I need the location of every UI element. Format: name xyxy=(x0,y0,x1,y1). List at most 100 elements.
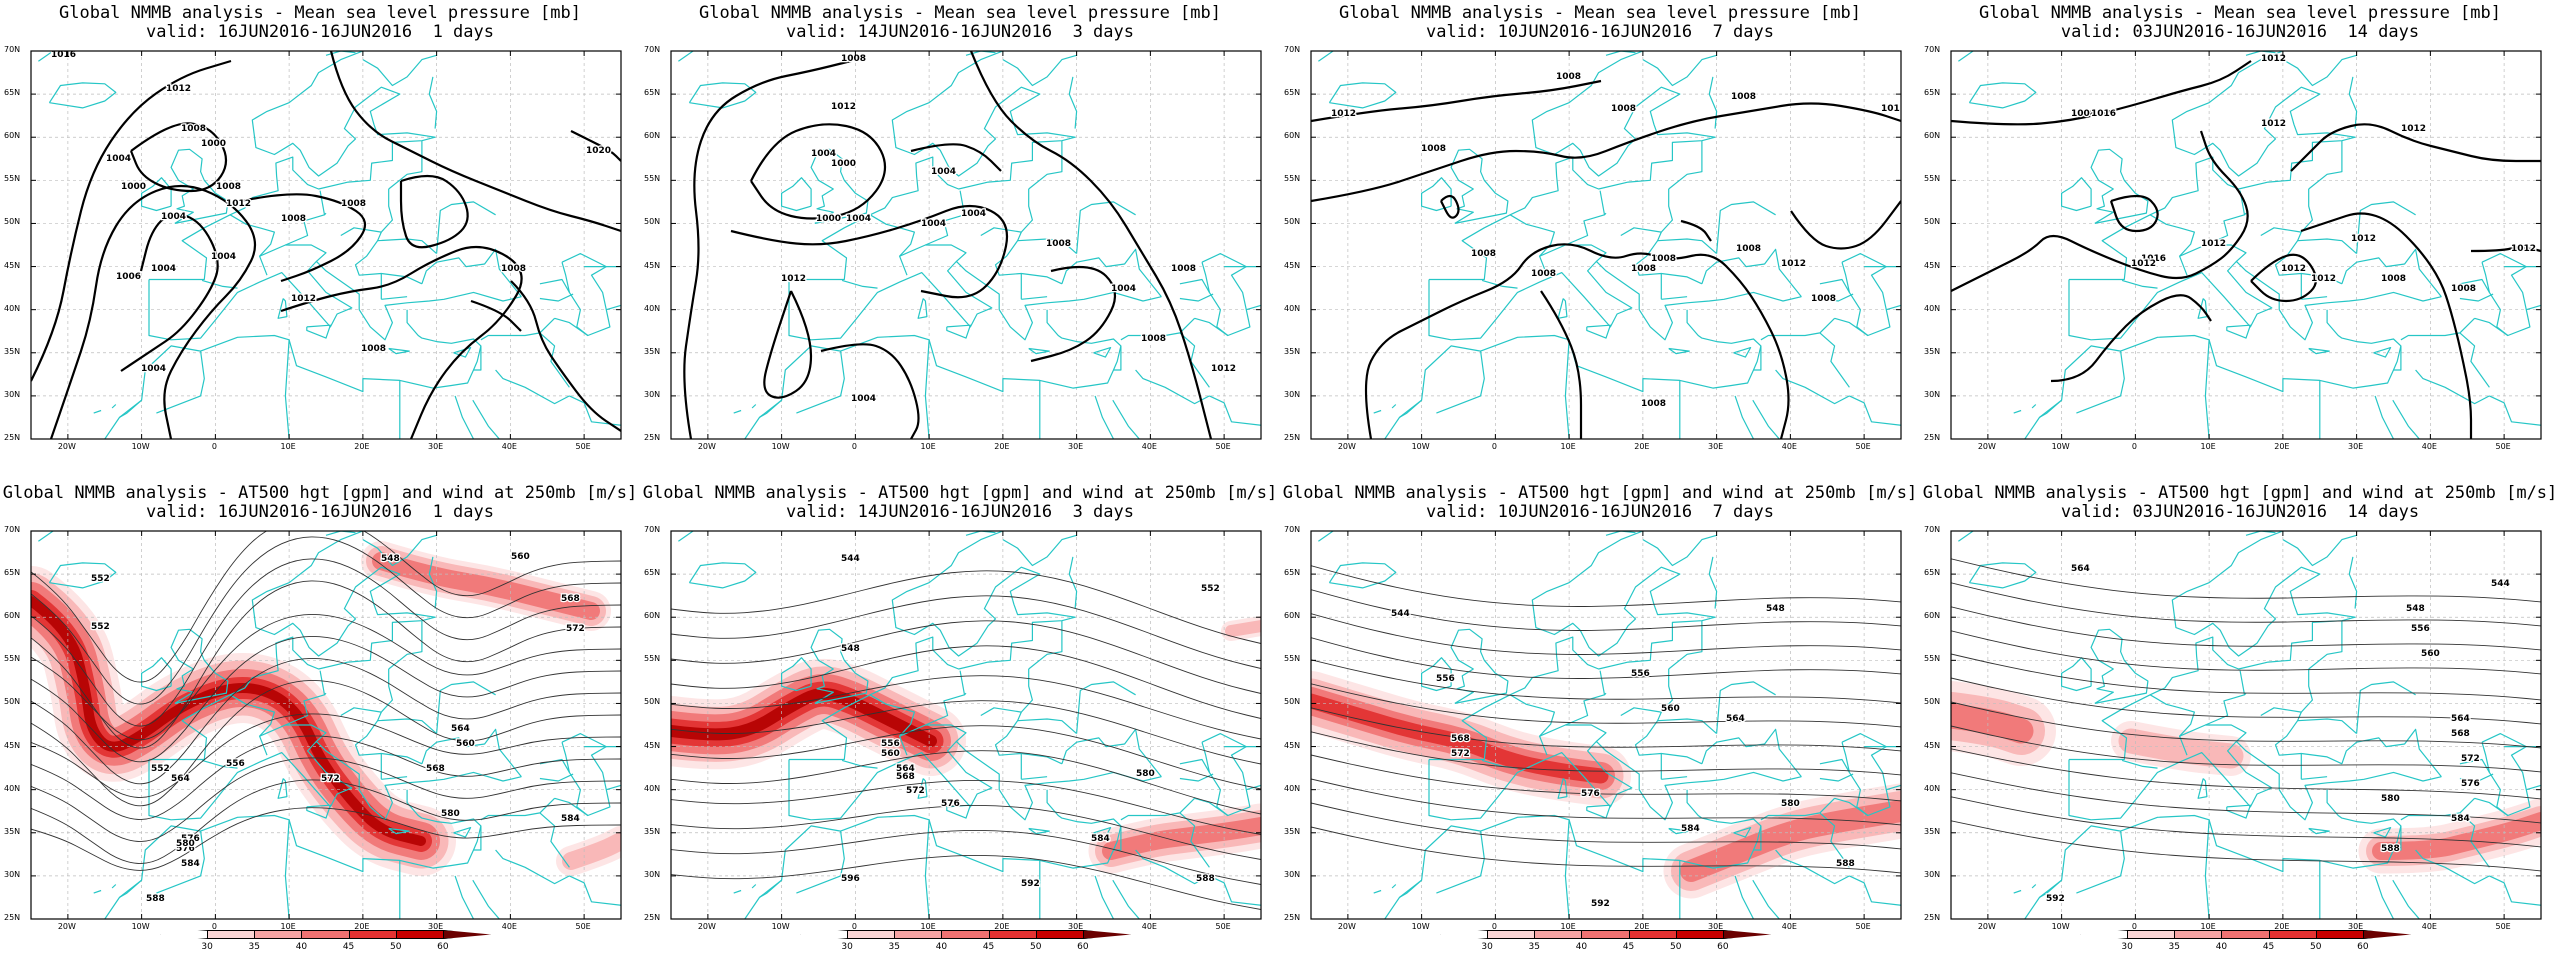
lon-tick-label: 10E xyxy=(280,442,296,451)
colorbar-swatch xyxy=(207,930,256,939)
contour-label: 568 xyxy=(561,594,580,604)
contour-label: 544 xyxy=(1391,609,1410,619)
colorbar-label: 40 xyxy=(1575,942,1588,952)
lon-tick-label: 50E xyxy=(2495,442,2511,451)
lon-tick-label: 50E xyxy=(575,922,591,931)
colorbar-swatch xyxy=(1722,930,1771,939)
lat-tick-label: 25N xyxy=(644,913,661,922)
contour-label: 1008 xyxy=(2071,109,2096,119)
lat-tick-label: 40N xyxy=(644,783,661,793)
lon-tick-label: 10E xyxy=(1560,442,1576,451)
wind-speed-colorbar: 30 35 40 45 50 60 xyxy=(1440,930,1771,954)
contour-label: 584 xyxy=(1681,824,1700,834)
contour-label: 568 xyxy=(2451,729,2470,739)
colorbar-swatch xyxy=(2268,930,2317,939)
lat-tick-label: 40N xyxy=(1924,783,1941,793)
contour-label: 548 xyxy=(2406,604,2425,614)
contour-label: 1004 xyxy=(1111,284,1136,294)
contour-label: 580 xyxy=(176,839,195,849)
lon-tick-label: 40E xyxy=(1781,442,1797,451)
coastlines xyxy=(38,51,621,439)
wind-speed-colorbar: 30 35 40 45 50 60 xyxy=(160,930,491,954)
graticule xyxy=(31,51,621,439)
lat-tick-label: 35N xyxy=(644,346,661,356)
jet-speed-band xyxy=(2118,728,2244,769)
colorbar-label: 60 xyxy=(1077,942,1089,952)
lon-tick-label: 10E xyxy=(2200,442,2216,451)
contour-label: 552 xyxy=(151,764,170,774)
panel-title: Global NMMB analysis - AT500 hgt [gpm] a… xyxy=(1922,483,2558,503)
lon-tick-label: 40E xyxy=(501,442,517,451)
panel-title: Global NMMB analysis - AT500 hgt [gpm] a… xyxy=(2,483,638,503)
colorbar-label: 45 xyxy=(2262,942,2275,952)
isobars xyxy=(31,51,621,439)
contour-label: 564 xyxy=(2071,564,2090,574)
colorbar-label: 45 xyxy=(1622,942,1635,952)
colorbar-swatch xyxy=(1675,930,1724,939)
z500-panel-4: Global NMMB analysis - AT500 hgt [gpm] a… xyxy=(1920,480,2560,960)
colorbar-label: 35 xyxy=(248,942,260,952)
lat-tick-label: 70N xyxy=(1284,525,1301,534)
lat-tick-label: 55N xyxy=(1284,174,1301,184)
jet-speed-band xyxy=(1225,620,1261,637)
contour-label: 1012 xyxy=(1781,259,1806,269)
lat-tick-label: 70N xyxy=(4,45,21,54)
lon-tick-label: 10W xyxy=(2051,922,2070,931)
colorbar-label: 40 xyxy=(295,942,308,952)
colorbar-swatch xyxy=(941,930,990,939)
colorbar-label: 60 xyxy=(2357,942,2369,952)
lon-tick-label: 50E xyxy=(1215,922,1231,931)
contour-labels: 1016 1012 1008 1004 1000 1000 1008 1012 1008 1008… xyxy=(50,51,613,375)
lat-tick-label: 45N xyxy=(1924,740,1941,750)
colorbar-swatch xyxy=(2221,930,2270,939)
colorbar-label: 30 xyxy=(1481,942,1493,952)
lat-tick-label: 25N xyxy=(1924,913,1941,922)
contour-label: 576 xyxy=(2461,779,2480,789)
contour-label: 1012 xyxy=(2261,119,2286,129)
lat-tick-label: 65N xyxy=(1284,568,1301,578)
colorbar-swatch xyxy=(348,930,397,939)
contour-label: 556 xyxy=(1631,669,1650,679)
colorbar-label: 40 xyxy=(2215,942,2228,952)
lat-tick-label: 50N xyxy=(1284,217,1301,227)
lat-tick-label: 25N xyxy=(644,433,661,442)
colorbar-swatch xyxy=(2080,930,2129,939)
colorbar-label: 35 xyxy=(1528,942,1540,952)
contour-label: 1008 xyxy=(1046,239,1071,249)
wind-speed-colorbar: 30 35 40 45 50 60 xyxy=(2080,930,2411,954)
contour-label: 1008 xyxy=(281,214,306,224)
colorbar-label: 30 xyxy=(841,942,853,952)
contour-label: 588 xyxy=(2381,844,2400,854)
lat-tick-label: 70N xyxy=(644,525,661,534)
lat-tick-label: 65N xyxy=(1924,568,1941,578)
lat-tick-label: 60N xyxy=(1924,131,1941,141)
colorbar-swatch xyxy=(847,930,896,939)
contour-label: 1004 xyxy=(151,264,176,274)
contour-label: 1000 xyxy=(831,159,856,169)
colorbar-label: 30 xyxy=(201,942,213,952)
lat-tick-label: 45N xyxy=(1284,260,1301,270)
contour-label: 1008 xyxy=(1811,294,1836,304)
mslp-panel-3: Global NMMB analysis - Mean sea level pr… xyxy=(1280,0,1920,480)
contour-label: 1020 xyxy=(586,146,611,156)
panel-title: Global NMMB analysis - Mean sea level pr… xyxy=(1979,3,2501,23)
panel-title: Global NMMB analysis - AT500 hgt [gpm] a… xyxy=(1282,483,1918,503)
lat-tick-label: 70N xyxy=(1284,45,1301,54)
colorbar-label: 50 xyxy=(2309,942,2322,952)
jet-speed-band xyxy=(1311,693,1609,784)
contour-label: 568 xyxy=(426,764,445,774)
panel-subtitle: valid: 14JUN2016-16JUN2016 3 days xyxy=(786,22,1134,42)
contour-label: 1008 xyxy=(1421,144,1446,154)
jet-stream-shading xyxy=(671,616,1261,874)
lat-tick-label: 40N xyxy=(1284,783,1301,793)
colorbar-label: 40 xyxy=(935,942,948,952)
contour-label: 560 xyxy=(2421,649,2440,659)
contour-label: 1012 xyxy=(2281,264,2306,274)
contour-label: 1008 xyxy=(2381,274,2406,284)
contour-label: 1016 xyxy=(2141,254,2166,264)
graticule xyxy=(1951,531,2541,919)
contour-label: 548 xyxy=(381,554,400,564)
colorbar-label: 50 xyxy=(1669,942,1682,952)
